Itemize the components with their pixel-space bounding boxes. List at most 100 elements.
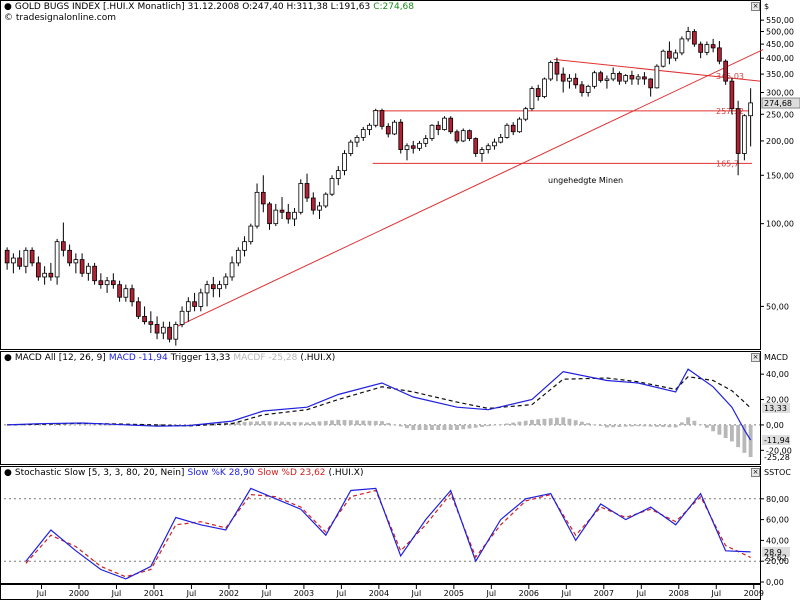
macdf-bar xyxy=(729,424,734,442)
x-tick-label: Jul xyxy=(336,589,347,598)
main-y-tick-label: 100,00 xyxy=(766,220,794,229)
macdf-bar xyxy=(586,423,591,425)
main-y-tick-label: 150,00 xyxy=(766,171,794,180)
macdf-bar xyxy=(386,422,391,425)
close-icon[interactable]: × xyxy=(751,468,760,477)
candle xyxy=(98,273,104,289)
candle xyxy=(342,150,347,176)
macdf-bar xyxy=(398,424,403,427)
candle xyxy=(510,122,516,136)
trigger-value-box xyxy=(762,403,790,414)
stoch-d-value: Slow %D 23,62 xyxy=(257,468,326,478)
candle-body-down xyxy=(717,47,722,62)
slow-k-value-label: 28,9 xyxy=(764,548,782,557)
candle xyxy=(642,72,647,85)
candle xyxy=(704,41,710,56)
macdf-bar xyxy=(98,424,103,426)
candle xyxy=(654,64,660,89)
stoch-y-tick-label: 20,00 xyxy=(766,557,789,566)
candle-body-down xyxy=(735,108,741,154)
candle xyxy=(204,280,210,307)
macdf-bar xyxy=(111,424,116,426)
annotation-ungehedgte-minen: ungehedgte Minen xyxy=(548,176,623,185)
gear-icon[interactable]: ● xyxy=(4,468,12,478)
candle-body-up xyxy=(204,284,210,294)
candle-body-up xyxy=(229,262,235,278)
macdf-bar xyxy=(748,424,753,458)
currency-label: $ xyxy=(764,2,770,11)
macdf-bar xyxy=(723,424,728,439)
candle-body-down xyxy=(579,84,585,93)
candle xyxy=(610,67,616,82)
main-y-tick-label: 550,00 xyxy=(766,16,794,25)
candle xyxy=(585,84,591,97)
candle-body-down xyxy=(435,124,441,130)
macdf-bar xyxy=(380,421,384,425)
candle-body-down xyxy=(79,259,85,274)
macdf-bar xyxy=(348,420,353,425)
x-tick-label: 2004 xyxy=(369,589,389,598)
slow-d-value-label: 23,62 xyxy=(764,553,787,562)
candle xyxy=(54,238,60,285)
macdf-bar xyxy=(311,421,316,425)
main-header: ● GOLD BUGS INDEX [.HUI.X Monatlich] 31.12.… xyxy=(4,2,417,12)
candle-body-down xyxy=(167,326,172,340)
gear-icon[interactable]: ● xyxy=(4,353,12,363)
macdf-bar xyxy=(592,424,597,426)
macdf-bar xyxy=(267,421,272,425)
macdf-bar xyxy=(292,422,297,425)
gear-icon[interactable]: ● xyxy=(4,2,12,12)
candle xyxy=(567,74,572,89)
macdf-value-label: -25,28 xyxy=(764,453,790,462)
candle xyxy=(554,57,560,82)
candle xyxy=(435,121,441,136)
macdf-bar xyxy=(105,424,110,426)
macdf-bar xyxy=(255,421,259,425)
candle xyxy=(542,77,547,99)
candle-body-down xyxy=(129,288,135,303)
candle xyxy=(717,40,722,65)
stoch-y-tick-label: 40,00 xyxy=(766,536,789,545)
candle-body-down xyxy=(36,262,41,278)
candle xyxy=(429,124,435,141)
candle-body-up xyxy=(685,31,691,40)
candle xyxy=(260,175,266,213)
close-icon[interactable]: × xyxy=(751,2,760,11)
candle xyxy=(210,276,216,298)
candle xyxy=(304,173,310,202)
candle xyxy=(398,119,404,154)
macdf-bar xyxy=(567,418,572,425)
candle xyxy=(692,29,697,47)
candle xyxy=(279,197,285,219)
candle xyxy=(42,266,47,285)
macdf-bar xyxy=(573,420,578,425)
candle-body-up xyxy=(242,241,247,251)
main-y-tick-label: 300,00 xyxy=(766,89,794,98)
macdf-bar xyxy=(280,421,284,425)
candle xyxy=(329,175,335,197)
candle-body-up xyxy=(254,191,260,227)
candle-body-up xyxy=(748,102,753,117)
candle-body-up xyxy=(248,225,254,243)
candle xyxy=(392,120,397,136)
main-y-tick-label: 400,00 xyxy=(766,54,794,63)
candle-body-down xyxy=(554,62,560,75)
close-icon[interactable]: × xyxy=(751,353,760,362)
candle xyxy=(592,70,597,89)
candle-body-down xyxy=(148,321,154,325)
main-y-tick-label: 350,00 xyxy=(766,70,794,79)
trigger-value-label: 13,33 xyxy=(764,404,787,413)
macdf-bar xyxy=(261,421,266,425)
candle-body-down xyxy=(560,73,566,82)
macdf-bar xyxy=(61,424,66,425)
candle-body-up xyxy=(367,124,372,130)
candle xyxy=(4,247,10,270)
candle-body-down xyxy=(92,265,97,282)
trigger-line xyxy=(7,376,752,427)
candle-body-down xyxy=(410,145,416,149)
candle xyxy=(735,100,741,176)
x-tick-label: Jul xyxy=(710,589,721,598)
candle-body-down xyxy=(385,125,391,135)
candle-body-down xyxy=(29,249,35,264)
